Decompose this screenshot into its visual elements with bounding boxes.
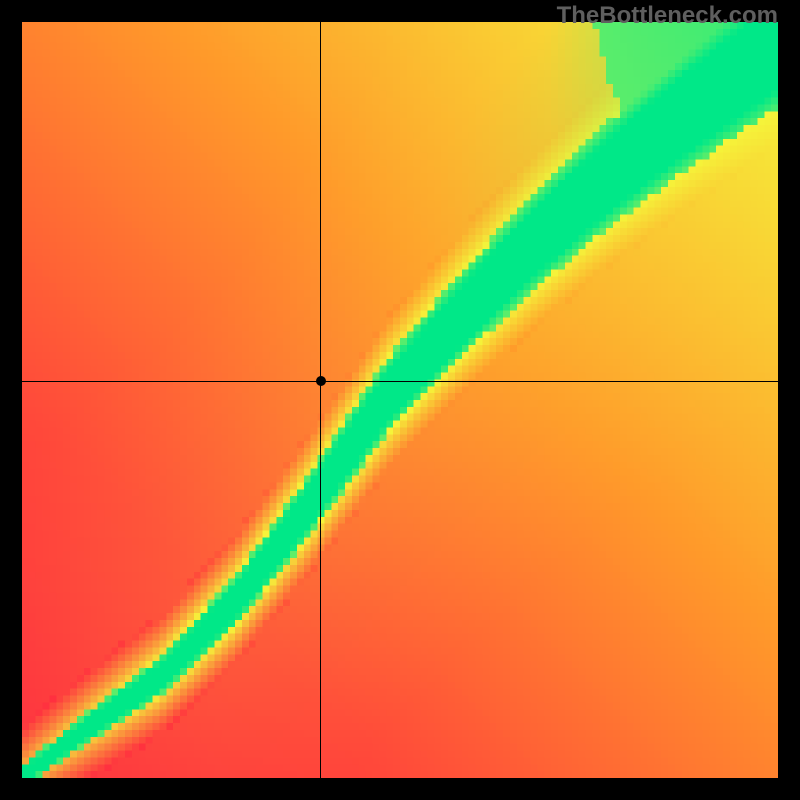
crosshair-marker-dot: [316, 376, 326, 386]
crosshair-vertical-line: [320, 22, 321, 778]
chart-container: TheBottleneck.com: [0, 0, 800, 800]
bottleneck-heatmap: [22, 22, 778, 778]
watermark-text: TheBottleneck.com: [557, 2, 778, 30]
crosshair-horizontal-line: [22, 381, 778, 382]
